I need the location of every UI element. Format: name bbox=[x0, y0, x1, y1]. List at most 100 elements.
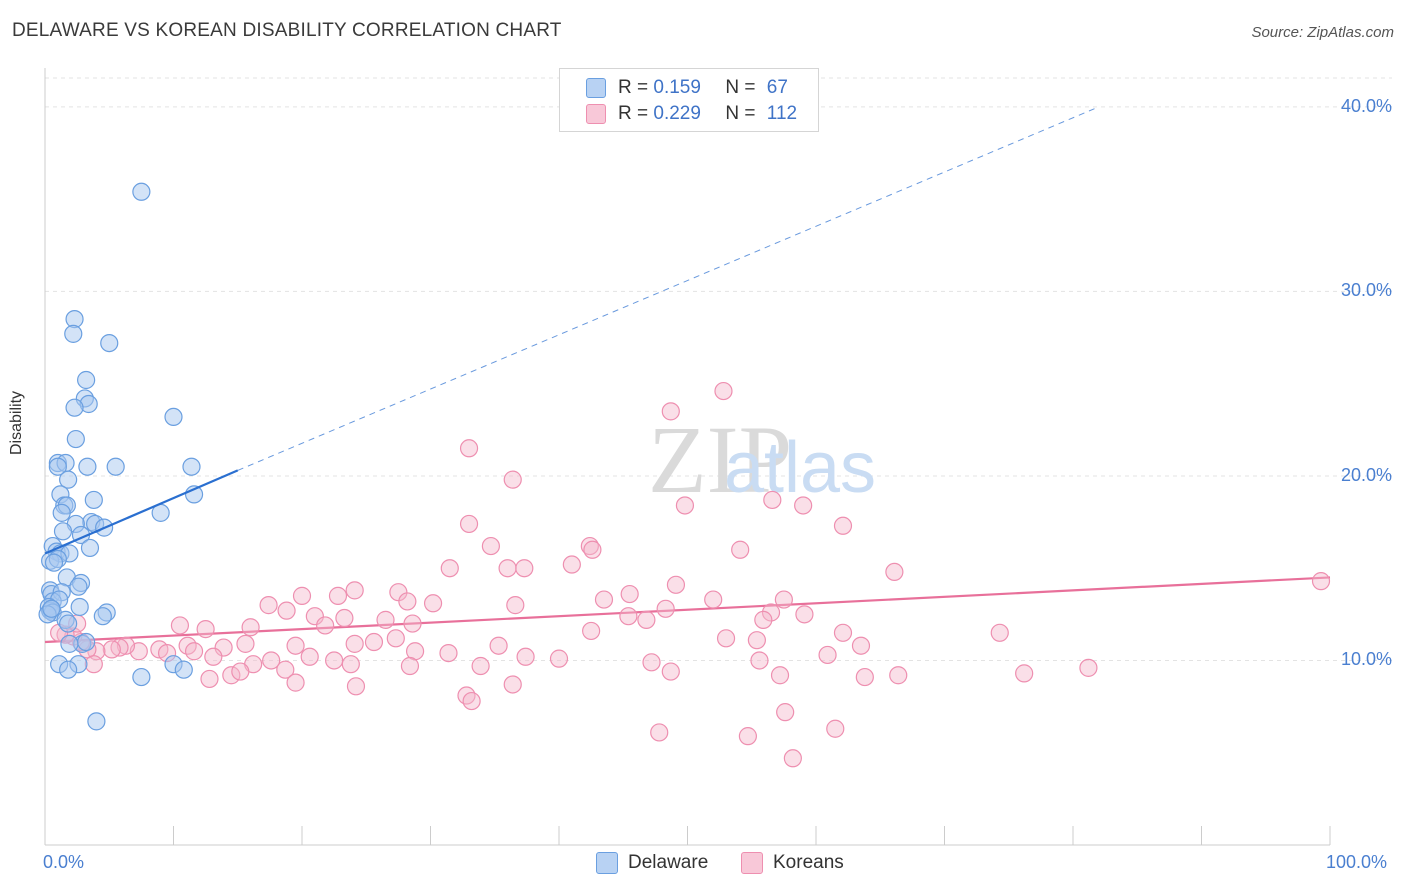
delaware-point bbox=[52, 503, 71, 522]
delaware-point bbox=[182, 457, 201, 476]
delaware-point bbox=[174, 660, 193, 679]
koreans-point bbox=[459, 439, 479, 458]
watermark: ZIP bbox=[648, 406, 792, 513]
koreans-point bbox=[489, 636, 508, 655]
koreans-point bbox=[196, 620, 215, 639]
koreans-point bbox=[423, 594, 443, 613]
koreans-point bbox=[1311, 572, 1331, 591]
koreans-point bbox=[594, 590, 614, 609]
koreans-point bbox=[325, 651, 344, 670]
delaware-point bbox=[132, 182, 151, 201]
koreans-point bbox=[398, 592, 417, 611]
koreans-point bbox=[386, 629, 405, 648]
koreans-point bbox=[704, 590, 723, 609]
koreans-point bbox=[855, 667, 874, 687]
delaware-point bbox=[84, 490, 103, 510]
koreans-point bbox=[833, 623, 853, 642]
koreans-point bbox=[770, 666, 790, 685]
delaware-trend-extension bbox=[237, 106, 1099, 471]
koreans-point bbox=[851, 636, 871, 655]
koreans-point bbox=[1015, 664, 1034, 683]
koreans-point bbox=[738, 727, 757, 746]
koreans-point bbox=[214, 638, 233, 657]
legend-r-label: R = bbox=[618, 77, 649, 98]
koreans-point bbox=[990, 623, 1009, 642]
koreans-point bbox=[204, 647, 223, 666]
koreans-point bbox=[885, 562, 904, 582]
y-tick-label: 10.0% bbox=[1340, 649, 1392, 670]
koreans-point bbox=[583, 540, 602, 559]
koreans-point bbox=[292, 586, 312, 605]
koreans-point bbox=[714, 381, 733, 401]
koreans-point bbox=[316, 616, 335, 635]
y-tick-label: 40.0% bbox=[1340, 95, 1392, 116]
koreans-trend-line bbox=[44, 576, 1331, 644]
koreans-point bbox=[498, 559, 517, 578]
koreans-point bbox=[562, 555, 581, 574]
koreans-point bbox=[794, 496, 813, 515]
delaware-point bbox=[132, 667, 151, 687]
koreans-point bbox=[666, 575, 686, 594]
delaware-point bbox=[60, 634, 79, 653]
koreans-point bbox=[459, 514, 479, 534]
koreans-point bbox=[403, 614, 422, 633]
koreans-point bbox=[102, 640, 121, 659]
delaware-point bbox=[48, 457, 67, 476]
koreans-point bbox=[776, 703, 795, 722]
koreans-point bbox=[582, 621, 601, 641]
koreans-point bbox=[276, 660, 295, 679]
koreans-point bbox=[335, 608, 354, 628]
delaware-point bbox=[59, 614, 78, 633]
koreans-point bbox=[661, 662, 680, 681]
koreans-point bbox=[440, 559, 459, 578]
series-legend-label: Koreans bbox=[773, 852, 844, 873]
y-tick-label: 20.0% bbox=[1340, 464, 1392, 485]
koreans-point bbox=[376, 610, 395, 629]
legend-row-koreans: R = 0.229 N = 112 bbox=[586, 102, 797, 126]
koreans-point bbox=[400, 656, 420, 676]
koreans-point bbox=[763, 490, 782, 510]
koreans-point bbox=[826, 719, 845, 738]
koreans-point bbox=[286, 636, 305, 655]
koreans-point bbox=[259, 596, 278, 615]
koreans-point bbox=[661, 402, 680, 421]
x-tick-label: 0.0% bbox=[43, 852, 85, 872]
koreans-point bbox=[620, 584, 639, 604]
delaware-point bbox=[164, 407, 183, 427]
delaware-point bbox=[106, 457, 125, 476]
grid-lines bbox=[45, 77, 1392, 661]
koreans-point bbox=[439, 643, 458, 663]
legend-r-value: 0.229 bbox=[653, 103, 701, 124]
delaware-point bbox=[53, 522, 73, 541]
koreans-point bbox=[503, 470, 522, 489]
legend-n-label: N = bbox=[725, 103, 756, 124]
correlation-legend: R = 0.159 N = 67 R = 0.229 N = 112 bbox=[559, 68, 819, 132]
koreans-point bbox=[747, 631, 766, 650]
delaware-point bbox=[70, 597, 89, 617]
koreans-point bbox=[286, 673, 305, 692]
koreans-point bbox=[231, 662, 250, 681]
koreans-point bbox=[783, 749, 802, 768]
series-legend-label: Delaware bbox=[628, 852, 709, 873]
koreans-point bbox=[262, 651, 281, 670]
axes bbox=[44, 68, 1331, 846]
legend-r-label: R = bbox=[618, 103, 649, 124]
delaware-point bbox=[77, 370, 96, 390]
koreans-point bbox=[328, 586, 348, 605]
koreans-point bbox=[236, 634, 255, 653]
delaware-point bbox=[93, 607, 112, 626]
delaware-point bbox=[69, 577, 88, 596]
y-tick-label: 30.0% bbox=[1340, 280, 1392, 301]
delaware-point bbox=[100, 333, 119, 353]
koreans-point bbox=[656, 599, 675, 618]
koreans-point bbox=[346, 677, 366, 696]
series-swatch-delaware bbox=[596, 852, 618, 874]
koreans-point bbox=[300, 647, 319, 666]
koreans-point bbox=[754, 610, 773, 629]
koreans-point bbox=[222, 666, 241, 685]
y-axis-label: Disability bbox=[8, 390, 25, 455]
delaware-point bbox=[65, 398, 84, 417]
koreans-point bbox=[675, 496, 695, 515]
koreans-points bbox=[50, 381, 1331, 768]
series-swatch-koreans bbox=[741, 852, 763, 874]
